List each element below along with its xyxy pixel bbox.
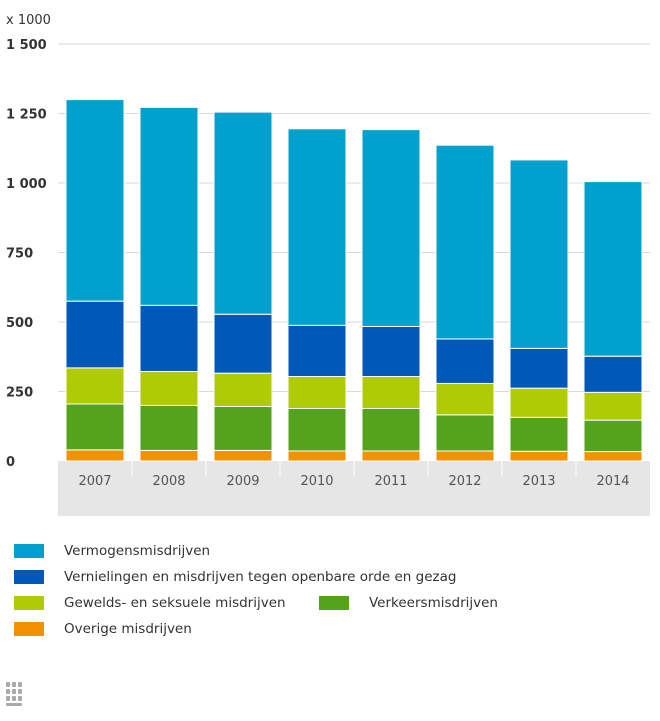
bar-segment xyxy=(435,450,495,462)
bar-segment xyxy=(287,450,347,462)
x-tick-label: 2010 xyxy=(300,474,333,489)
bar-segment xyxy=(361,129,421,327)
legend-label: Gewelds- en seksuele misdrijven xyxy=(64,595,286,611)
bar-segment xyxy=(361,375,421,409)
x-tick-label: 2009 xyxy=(226,474,259,489)
legend-swatch xyxy=(14,596,44,610)
bar-segment xyxy=(435,144,495,340)
bars xyxy=(65,99,643,462)
bar-segment xyxy=(139,404,199,451)
y-tick-label: 0 xyxy=(6,455,15,470)
legend-row: Gewelds- en seksuele misdrijven Verkeersm… xyxy=(14,595,654,621)
bar-segment xyxy=(65,99,125,302)
x-axis: 2007 2008 2009 2010 2011 2012 2013 2014 xyxy=(78,461,630,489)
legend-item: Vermogensmisdrijven xyxy=(14,543,210,559)
bar-segment xyxy=(65,403,125,451)
bar-segment xyxy=(139,449,199,462)
bar-segment xyxy=(361,325,421,377)
y-tick-label: 1 000 xyxy=(6,177,47,192)
bar-segment xyxy=(213,406,273,451)
bar-segment xyxy=(509,347,569,389)
legend-row: Vernielingen en misdrijven tegen openbar… xyxy=(14,569,654,595)
bar-segment xyxy=(583,181,643,357)
bar-segment xyxy=(435,414,495,452)
bar-segment xyxy=(509,450,569,462)
bar-segment xyxy=(287,407,347,452)
y-tick-label: 1 500 xyxy=(6,38,47,53)
unit-label: x 1000 xyxy=(6,13,51,28)
bar-segment xyxy=(65,300,125,369)
y-tick-label: 500 xyxy=(6,316,33,331)
legend-row: Overige misdrijven xyxy=(14,621,654,647)
bar-segment xyxy=(509,416,569,452)
legend-swatch xyxy=(14,622,44,636)
legend-item: Vernielingen en misdrijven tegen openbar… xyxy=(14,569,456,585)
legend-swatch xyxy=(14,570,44,584)
x-tick-label: 2008 xyxy=(152,474,185,489)
bar-segment xyxy=(509,387,569,418)
legend-item: Overige misdrijven xyxy=(14,621,192,637)
legend-label: Vermogensmisdrijven xyxy=(64,543,211,559)
bar-segment xyxy=(139,106,199,306)
legend-row: Vermogensmisdrijven xyxy=(14,543,654,569)
bar-segment xyxy=(583,451,643,462)
legend-swatch xyxy=(14,544,44,558)
bar-segment xyxy=(287,375,347,409)
bar-segment xyxy=(583,355,643,393)
y-tick-label: 250 xyxy=(6,386,33,401)
x-tick-label: 2013 xyxy=(522,474,555,489)
legend-label: Vernielingen en misdrijven tegen openbar… xyxy=(64,569,457,585)
legend: Vermogensmisdrijven Vernielingen en misdr… xyxy=(14,543,654,647)
x-tick-label: 2007 xyxy=(78,474,111,489)
bar-segment xyxy=(65,449,125,462)
y-tick-label: 750 xyxy=(6,247,33,262)
bar-segment xyxy=(583,391,643,421)
bar-segment xyxy=(361,407,421,452)
bar-segment xyxy=(287,324,347,377)
bar-segment xyxy=(435,382,495,416)
bar-segment xyxy=(139,304,199,372)
bar-segment xyxy=(139,370,199,406)
bar-segment xyxy=(213,313,273,374)
y-tick-label: 1 250 xyxy=(6,108,47,123)
bar-segment xyxy=(583,419,643,453)
y-axis: 0 250 500 750 1 000 1 250 1 500 xyxy=(6,38,47,470)
bar-segment xyxy=(287,128,347,326)
bar-segment xyxy=(361,450,421,462)
legend-swatch xyxy=(319,596,349,610)
bar-segment xyxy=(509,159,569,349)
bar-segment xyxy=(65,367,125,405)
legend-label: Verkeersmisdrijven xyxy=(369,595,498,611)
x-tick-label: 2014 xyxy=(596,474,629,489)
bar-segment xyxy=(213,372,273,408)
legend-label: Overige misdrijven xyxy=(64,621,192,637)
bar-segment xyxy=(213,449,273,462)
x-tick-label: 2012 xyxy=(448,474,481,489)
legend-item: Verkeersmisdrijven xyxy=(319,595,498,611)
cbs-logo-icon xyxy=(6,682,22,706)
bar-segment xyxy=(213,111,273,315)
bar-segment xyxy=(435,338,495,384)
x-tick-label: 2011 xyxy=(374,474,407,489)
legend-item: Gewelds- en seksuele misdrijven xyxy=(14,595,286,611)
